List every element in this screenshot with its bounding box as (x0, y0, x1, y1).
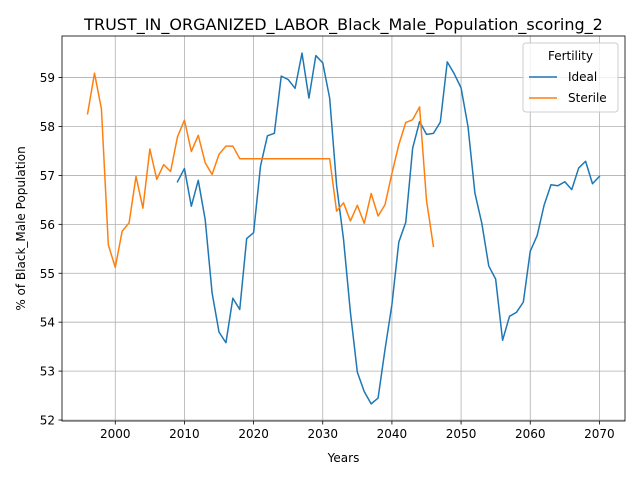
legend-label-sterile: Sterile (568, 91, 607, 105)
x-tick-label: 2000 (100, 427, 131, 441)
y-tick-label: 57 (40, 169, 55, 183)
y-tick-label: 53 (40, 365, 55, 379)
y-tick-label: 58 (40, 120, 55, 134)
chart-title: TRUST_IN_ORGANIZED_LABOR_Black_Male_Popu… (83, 15, 603, 35)
y-tick-label: 55 (40, 267, 55, 281)
x-axis-label: Years (327, 451, 360, 465)
x-tick-label: 2010 (169, 427, 200, 441)
y-tick-label: 52 (40, 414, 55, 428)
y-tick-label: 59 (40, 71, 55, 85)
y-tick-label: 56 (40, 218, 55, 232)
x-tick-label: 2070 (584, 427, 615, 441)
x-tick-label: 2030 (307, 427, 338, 441)
legend-label-ideal: Ideal (568, 70, 597, 84)
x-tick-label: 2060 (515, 427, 546, 441)
x-tick-label: 2050 (446, 427, 477, 441)
y-axis-label: % of Black_Male Population (14, 146, 28, 310)
y-tick-label: 54 (40, 316, 55, 330)
legend: Fertility Ideal Sterile (523, 43, 618, 112)
x-tick-label: 2020 (238, 427, 269, 441)
legend-title: Fertility (548, 49, 593, 63)
x-tick-label: 2040 (377, 427, 408, 441)
